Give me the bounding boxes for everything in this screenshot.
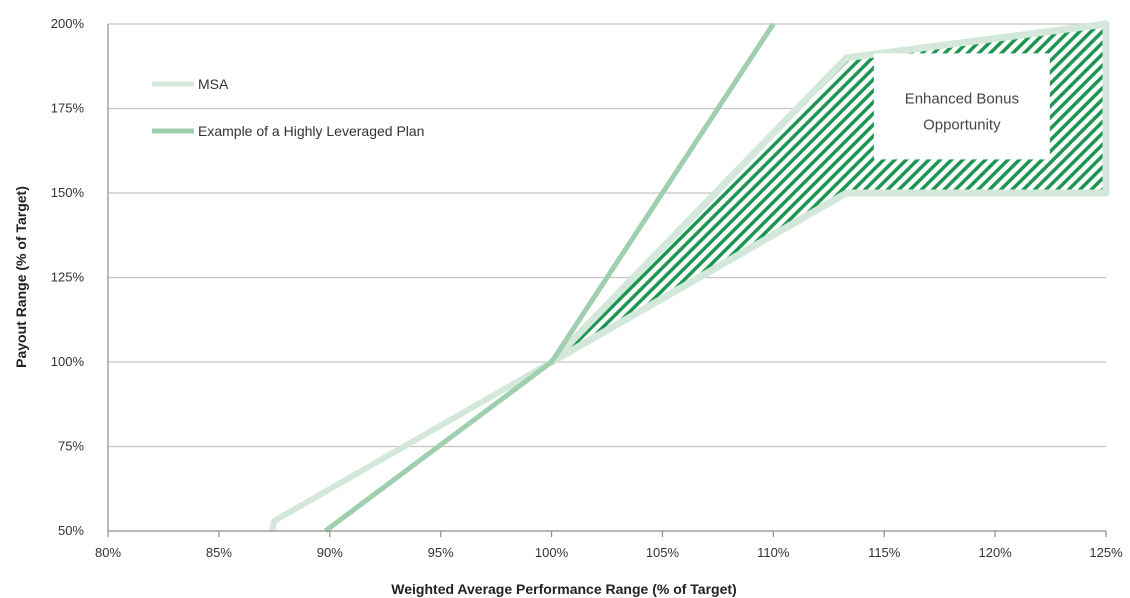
x-tick-label: 115% <box>868 545 901 560</box>
series-lines <box>269 22 1106 534</box>
annotation-box <box>873 53 1050 160</box>
legend-label: MSA <box>198 76 229 92</box>
x-tick-label: 100% <box>535 545 569 560</box>
x-tick-label: 80% <box>95 545 121 560</box>
annotation-text: Opportunity <box>923 116 1001 133</box>
x-tick-label: 90% <box>317 545 343 560</box>
x-axis-title: Weighted Average Performance Range (% of… <box>391 581 736 597</box>
y-tick-label: 200% <box>51 16 85 31</box>
x-tick-label: 125% <box>1089 545 1123 560</box>
x-tick-label: 105% <box>646 545 680 560</box>
annotation-text: Enhanced Bonus <box>905 90 1019 107</box>
y-tick-label: 150% <box>51 185 85 200</box>
axes: 50% 75% 100% 125% 150% 175% 200% 80% 85% 90% 95% 10… <box>51 16 1123 560</box>
x-tick-label: 85% <box>206 545 232 560</box>
legend: MSA Example of a Highly Leveraged Plan <box>152 76 424 139</box>
y-axis-title: Payout Range (% of Target) <box>13 186 29 368</box>
x-tick-label: 95% <box>428 545 454 560</box>
y-tick-label: 75% <box>58 439 84 454</box>
x-tick-label: 110% <box>757 545 790 560</box>
legend-label: Example of a Highly Leveraged Plan <box>198 123 424 139</box>
y-tick-label: 125% <box>51 270 85 285</box>
y-tick-label: 175% <box>51 101 85 116</box>
y-tick-label: 50% <box>58 523 84 538</box>
annotation-group: Enhanced Bonus Opportunity <box>873 53 1050 160</box>
x-tick-label: 120% <box>978 545 1012 560</box>
series-line-2 <box>323 22 776 534</box>
y-tick-label: 100% <box>51 354 85 369</box>
